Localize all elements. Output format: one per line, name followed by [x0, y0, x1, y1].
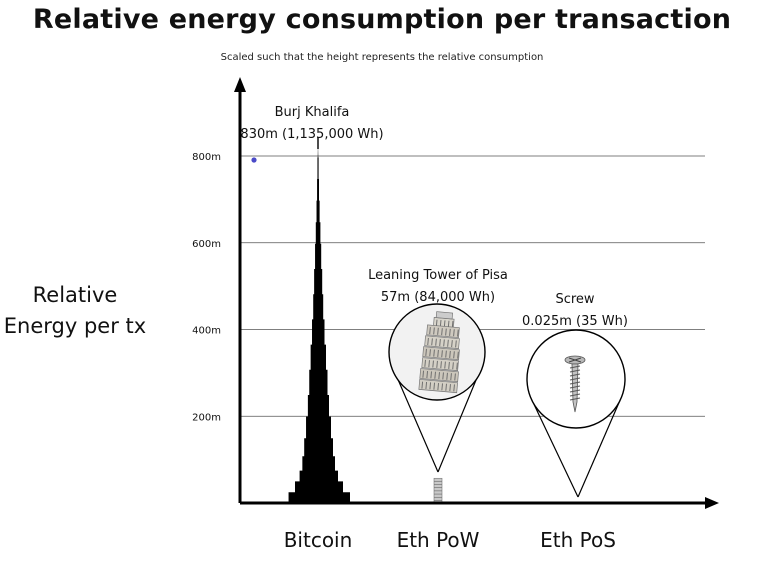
x-category-label: Eth PoW [397, 528, 480, 552]
pisa-column [436, 360, 438, 368]
callout-line [392, 367, 439, 473]
pisa-column [452, 362, 454, 370]
pisa-column [448, 361, 450, 369]
screw-slot [568, 357, 582, 363]
pisa-tower-image [389, 304, 485, 400]
pisa-column [449, 350, 451, 358]
pisa-column [440, 361, 442, 369]
pisa-column [437, 349, 439, 357]
pisa-column [435, 338, 437, 346]
x-category-label: Bitcoin [284, 528, 353, 552]
pisa-column [437, 383, 439, 391]
annotation-name: Screw [555, 292, 594, 307]
pisa-column [441, 328, 443, 336]
callout-ring-pisa [388, 303, 486, 401]
pisa-column [450, 373, 452, 381]
y-tick-label: 200m [192, 412, 221, 423]
pisa-column [433, 349, 435, 357]
annotation-name: Leaning Tower of Pisa [368, 268, 508, 283]
bar-eth-pow [433, 477, 443, 504]
pisa-column [441, 383, 443, 391]
pisa-column [430, 371, 432, 379]
pisa-column [453, 329, 455, 337]
pisa-column [425, 381, 427, 390]
callout-line [437, 367, 482, 473]
pisa-column [455, 340, 457, 348]
screw-thread [569, 377, 581, 381]
screw-image [564, 355, 586, 413]
pisa-column [424, 359, 426, 367]
y-tick-label: 400m [192, 326, 221, 337]
marker-dot [251, 157, 257, 163]
screw-thread [569, 369, 581, 373]
pisa-column [429, 349, 431, 357]
callout-ring-screw [526, 329, 626, 429]
pisa-tier [426, 324, 460, 339]
pisa-tower [418, 311, 460, 394]
pisa-bell-tower [435, 311, 454, 320]
pisa-column [453, 384, 455, 392]
pisa-column [427, 337, 429, 346]
pisa-column [451, 340, 453, 348]
y-tick-label: 600m [192, 239, 221, 250]
pisa-column [434, 371, 436, 379]
pisa-column [445, 350, 447, 358]
pisa-column [428, 360, 430, 368]
pisa-column [446, 372, 448, 380]
pisa-column [454, 373, 456, 381]
y-axis-label-line-2: Energy per tx [3, 314, 147, 338]
pisa-column [439, 339, 441, 347]
pisa-column [444, 361, 446, 369]
pisa-column [445, 328, 447, 336]
annotation-detail: 830m (1,135,000 Wh) [240, 127, 383, 142]
y-tick-label: 800m [192, 152, 221, 163]
annotation-detail: 0.025m (35 Wh) [522, 314, 628, 329]
pisa-column [456, 362, 458, 370]
pisa-column [442, 372, 444, 380]
x-axis-arrow [705, 497, 719, 509]
pisa-column [425, 348, 427, 356]
pisa-column [453, 351, 455, 359]
callout-line [530, 397, 579, 498]
pisa-column [457, 329, 459, 337]
pisa-column [441, 350, 443, 358]
pisa-column [449, 328, 451, 336]
screw-thread [569, 393, 581, 397]
pisa-column [429, 327, 431, 335]
pisa-column [432, 360, 434, 368]
pisa-column [445, 383, 447, 391]
y-axis-label-line-1: Relative [32, 283, 118, 307]
pisa-column [431, 338, 433, 346]
chart-title: Relative energy consumption per transact… [32, 4, 732, 35]
pisa-column [426, 371, 428, 379]
screw-thread [569, 365, 581, 369]
pisa-column [429, 382, 431, 390]
screw-thread [569, 385, 581, 389]
y-axis-arrow [234, 77, 246, 92]
screw-thread [569, 381, 581, 385]
callout-line [577, 397, 622, 498]
bar-bitcoin [288, 142, 350, 504]
pisa-tier [424, 335, 460, 350]
pisa-column [437, 327, 439, 335]
screw-thread [569, 389, 581, 393]
chart-subtitle: Scaled such that the height represents t… [220, 52, 544, 63]
pisa-column [422, 370, 424, 378]
screw-thread [569, 373, 581, 377]
x-category-label: Eth PoS [540, 528, 616, 552]
annotation-detail: 57m (84,000 Wh) [381, 290, 495, 305]
pisa-column [438, 372, 440, 380]
pisa-column [433, 382, 435, 390]
y-axis-label: Relative Energy per tx [0, 280, 150, 342]
pisa-column [447, 339, 449, 347]
pisa-column [443, 339, 445, 347]
annotation-name: Burj Khalifa [275, 105, 350, 120]
pisa-column [457, 351, 459, 359]
pisa-column [449, 384, 451, 392]
pisa-column [433, 327, 435, 335]
pisa-column [421, 381, 423, 389]
screw-thread [569, 397, 581, 401]
